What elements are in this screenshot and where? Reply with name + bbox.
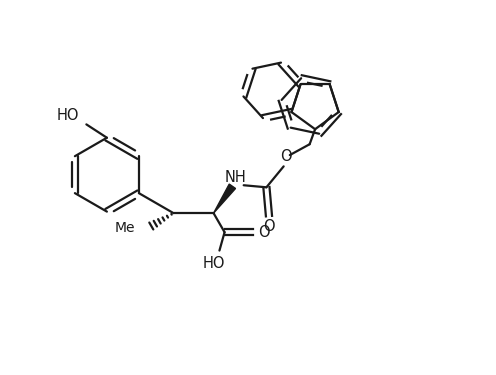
Text: O: O [263,219,275,234]
Polygon shape [214,184,236,213]
Text: O: O [258,225,270,240]
Text: HO: HO [56,108,79,123]
Text: HO: HO [203,256,226,271]
Text: NH: NH [225,170,247,184]
Text: Me: Me [115,221,135,235]
Text: O: O [280,149,292,164]
